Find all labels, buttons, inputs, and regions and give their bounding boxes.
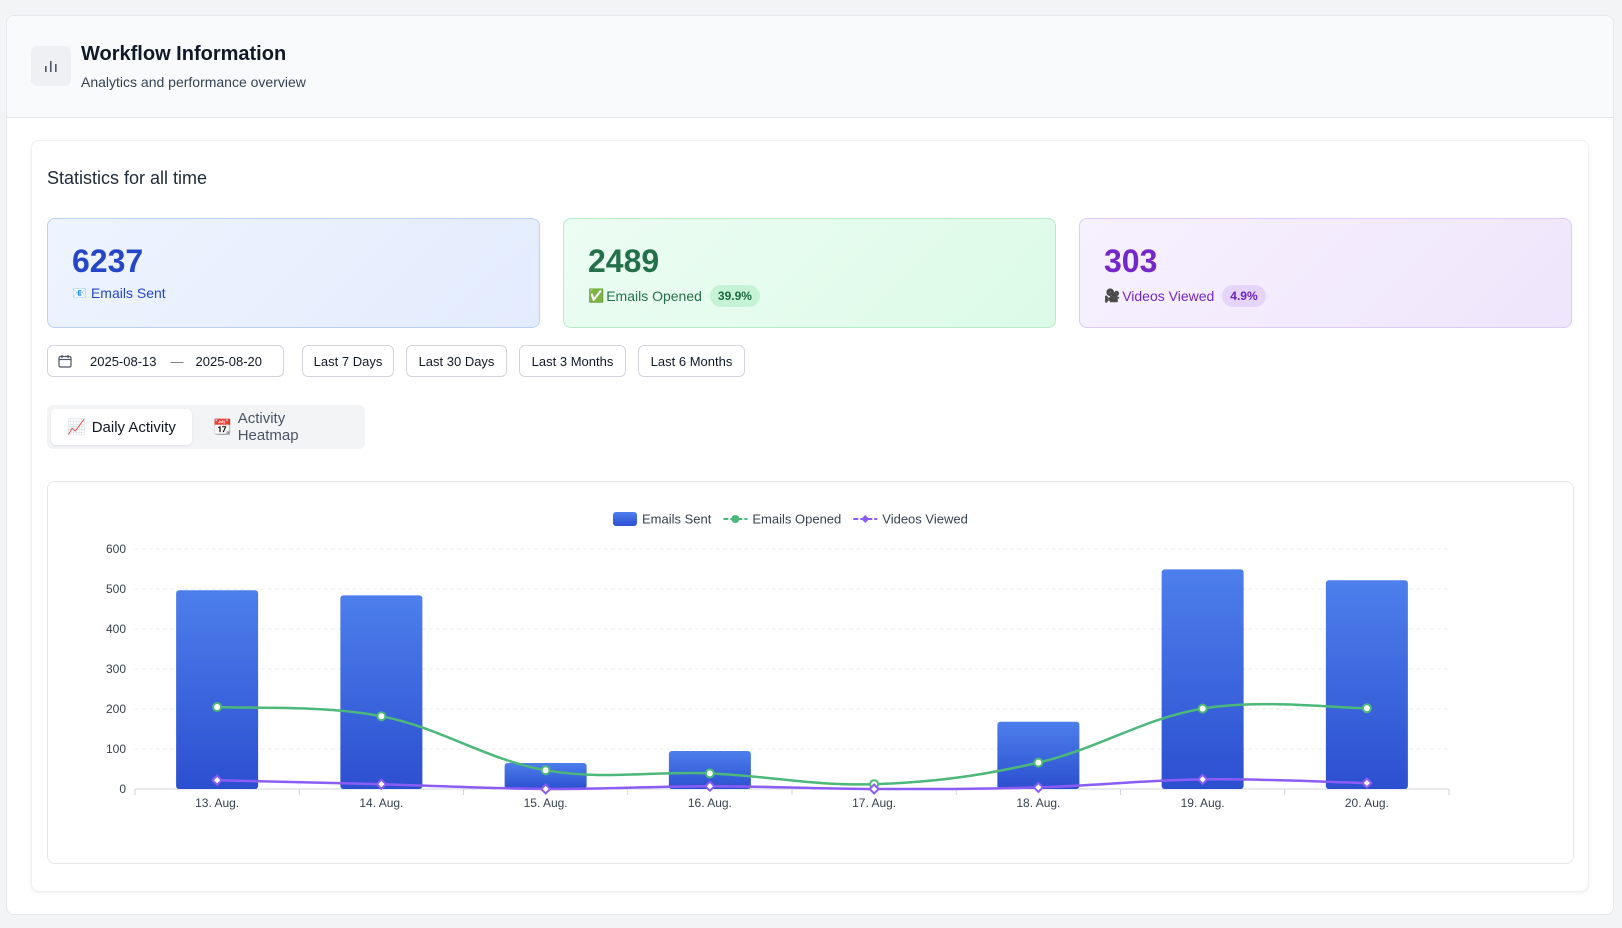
point-emails-opened [704, 768, 715, 779]
legend-label-emails-sent: Emails Sent [642, 512, 712, 527]
point-videos-viewed [703, 780, 716, 793]
chart-trend-icon: 📈 [67, 419, 86, 436]
y-tick-label: 500 [106, 582, 126, 596]
bar-emails-sent [1325, 580, 1408, 789]
tab-daily-activity-label: Daily Activity [91, 418, 176, 436]
legend-marker-videos-viewed [861, 515, 870, 523]
page-title: Workflow Information [81, 43, 287, 65]
point-emails-opened [540, 765, 551, 776]
check-icon: ✅ [588, 288, 605, 303]
bar-emails-sent [1161, 569, 1244, 789]
y-tick-label: 200 [106, 702, 126, 716]
view-tabs: 📈 Daily Activity 📆 Activity Heatmap [47, 405, 365, 449]
legend-label-videos-viewed: Videos Viewed [882, 512, 968, 527]
page-subtitle: Analytics and performance overview [81, 74, 306, 90]
date-range-picker[interactable]: 2025-08-13 — 2025-08-20 [47, 345, 284, 377]
x-tick-label: 14. Aug. [359, 796, 403, 810]
x-tick-label: 13. Aug. [195, 796, 239, 810]
x-tick-label: 17. Aug. [852, 796, 896, 810]
point-videos-viewed [1196, 773, 1209, 786]
point-emails-opened [212, 702, 223, 712]
x-tick-label: 16. Aug. [688, 796, 732, 810]
emails-opened-percent-badge: 39.9% [709, 285, 760, 307]
y-tick-label: 400 [106, 622, 126, 636]
point-videos-viewed [1360, 777, 1373, 789]
bar-emails-sent [340, 595, 423, 789]
legend-swatch-emails-sent [613, 512, 637, 526]
calendar-page-icon: 📆 [213, 419, 232, 436]
x-tick-label: 19. Aug. [1181, 796, 1225, 810]
videos-viewed-percent-badge: 4.9% [1222, 285, 1266, 307]
bar-emails-sent [997, 721, 1080, 789]
emails-sent-label: Emails Sent [90, 285, 166, 301]
y-tick-label: 300 [106, 662, 126, 676]
x-tick-label: 18. Aug. [1016, 796, 1060, 810]
x-tick-label: 20. Aug. [1345, 796, 1389, 810]
end-date-input[interactable]: 2025-08-20 [195, 353, 263, 369]
last-6-months-button[interactable]: Last 6 Months [638, 345, 745, 377]
videos-viewed-label: Videos Viewed [1122, 288, 1215, 304]
y-tick-label: 100 [106, 742, 126, 756]
start-date-input[interactable]: 2025-08-13 [90, 353, 157, 369]
y-tick-label: 0 [119, 782, 126, 796]
daily-activity-chart-container: 0 100 200 300 400 500 600 13. Aug. 14. Aug. 15. A… [47, 481, 1574, 864]
bar-emails-sent [504, 763, 587, 789]
daily-activity-chart: 0 100 200 300 400 500 600 13. Aug. 14. Aug. 15. A… [106, 512, 1450, 810]
emails-opened-label: Emails Opened [606, 288, 702, 304]
tab-activity-heatmap-label: Activity Heatmap [237, 410, 299, 444]
legend-label-emails-opened: Emails Opened [752, 512, 841, 527]
point-emails-opened [376, 711, 387, 722]
last-3-months-button[interactable]: Last 3 Months [519, 345, 626, 377]
email-icon: 📧 [72, 286, 87, 300]
bar-emails-sent [176, 590, 259, 789]
bar-chart-icon [31, 46, 71, 86]
app-window: Workflow Information Analytics and perfo… [6, 15, 1614, 915]
point-videos-viewed [1032, 781, 1045, 794]
video-camera-icon: 🎥 [1104, 288, 1121, 303]
date-separator: — [170, 353, 184, 369]
statistics-panel: Statistics for all time 6237 📧 Emails Se… [31, 140, 1589, 892]
page-header: Workflow Information Analytics and perfo… [7, 16, 1613, 118]
y-tick-label: 600 [106, 542, 126, 556]
point-videos-viewed [375, 778, 388, 791]
point-emails-opened [1361, 703, 1372, 714]
line-emails-opened [217, 702, 1367, 786]
emails-opened-value: 2489 [588, 243, 660, 279]
point-videos-viewed [539, 783, 552, 795]
calendar-icon [58, 355, 72, 368]
point-videos-viewed [211, 774, 224, 787]
tab-activity-heatmap[interactable]: 📆 Activity Heatmap [197, 409, 365, 445]
x-tick-label: 15. Aug. [524, 796, 568, 810]
videos-viewed-value: 303 [1104, 243, 1158, 279]
emails-sent-card: 6237 📧 Emails Sent [47, 218, 540, 328]
line-videos-viewed [217, 778, 1367, 791]
legend-marker-emails-opened [731, 515, 740, 523]
tab-daily-activity[interactable]: 📈 Daily Activity [51, 409, 192, 445]
point-emails-opened [1033, 757, 1044, 768]
statistics-title: Statistics for all time [47, 168, 208, 188]
last-7-days-button[interactable]: Last 7 Days [302, 345, 394, 377]
videos-viewed-card: 303 🎥 Videos Viewed 4.9% [1079, 218, 1572, 328]
point-emails-opened [1197, 703, 1208, 714]
emails-sent-value: 6237 [72, 243, 144, 279]
point-videos-viewed [868, 783, 881, 795]
emails-opened-card: 2489 ✅ Emails Opened 39.9% [563, 218, 1056, 328]
last-30-days-button[interactable]: Last 30 Days [406, 345, 507, 377]
